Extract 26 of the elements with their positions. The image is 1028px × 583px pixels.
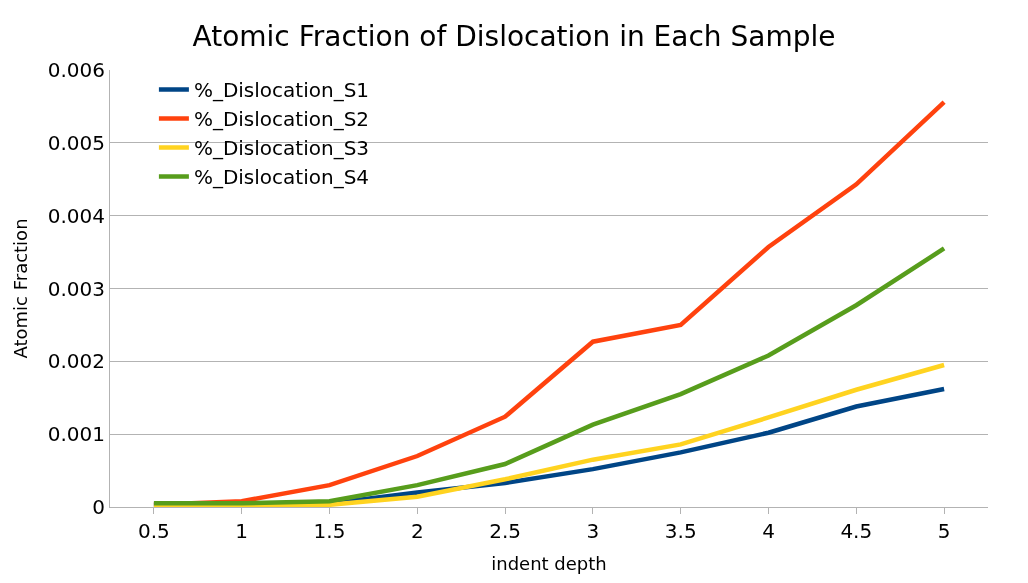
y-tick-label: 0.006 [47, 58, 105, 82]
x-axis-title: indent depth [491, 553, 607, 575]
x-tick-label: 2.5 [489, 519, 522, 543]
y-tick-label: 0.002 [47, 349, 105, 374]
y-tick-label: 0.001 [47, 422, 105, 447]
y-axis-title: Atomic Fraction [9, 218, 31, 359]
x-tick-label: 5 [937, 519, 951, 543]
line-series [151, 246, 947, 506]
y-tick-label: 0.005 [47, 130, 105, 155]
x-tick-label: 1 [235, 519, 249, 543]
legend-label: %_Dislocation_S1 [193, 78, 370, 103]
x-tick-label: 3.5 [664, 519, 697, 543]
x-tick-label: 2 [410, 519, 424, 543]
y-tick-label: 0.004 [47, 203, 105, 228]
x-tick-label: 3 [586, 519, 600, 543]
x-tick-label: 4 [762, 519, 775, 543]
y-tick-label: 0 [92, 495, 105, 519]
legend-label: %_Dislocation_S2 [193, 107, 370, 132]
line-series [151, 362, 947, 507]
legend-label: %_Dislocation_S4 [193, 165, 370, 190]
y-tick-label: 0.003 [47, 276, 105, 301]
legend-label: %_Dislocation_S3 [193, 136, 370, 161]
x-tick-label: 4.5 [840, 519, 873, 543]
x-tick-label: 0.5 [137, 519, 170, 543]
x-tick-label: 1.5 [313, 519, 346, 543]
chart-title: Atomic Fraction of Dislocation in Each Sample [192, 19, 836, 53]
